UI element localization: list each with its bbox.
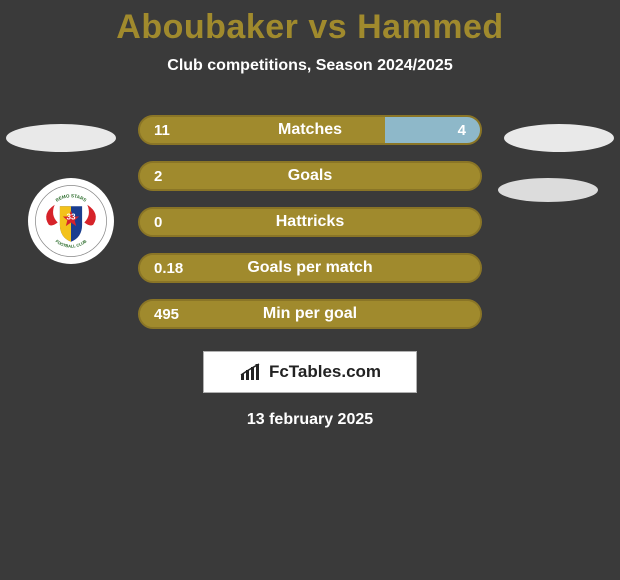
stat-row: 495Min per goal [138,299,482,329]
stat-row: 0.18Goals per match [138,253,482,283]
stat-value-left: 2 [154,168,162,185]
stat-fill-left [140,163,480,189]
stat-fill-left [140,301,480,327]
stats-area: 11Matches4 2Goals 0Hattricks 0.18Goals per … [0,115,620,329]
stat-rows: 11Matches4 2Goals 0Hattricks 0.18Goals per … [138,115,482,329]
infographic-container: Aboubaker vs Hammed Club competitions, S… [0,0,620,580]
stat-fill-left [140,117,385,143]
stat-fill-left [140,209,480,235]
stat-fill-left [140,255,480,281]
stat-row: 11Matches4 [138,115,482,145]
brand-chart-icon [239,362,263,382]
stat-value-left: 495 [154,306,179,323]
stat-value-right: 4 [458,122,466,139]
stat-value-left: 11 [154,122,170,139]
page-title: Aboubaker vs Hammed [0,0,620,47]
page-subtitle: Club competitions, Season 2024/2025 [0,57,620,75]
stat-row: 2Goals [138,161,482,191]
stat-value-left: 0.18 [154,260,183,277]
footer-date: 13 february 2025 [0,411,620,429]
stat-value-left: 0 [154,214,162,231]
brand-box: FcTables.com [203,351,417,393]
stat-row: 0Hattricks [138,207,482,237]
brand-text: FcTables.com [269,362,381,382]
